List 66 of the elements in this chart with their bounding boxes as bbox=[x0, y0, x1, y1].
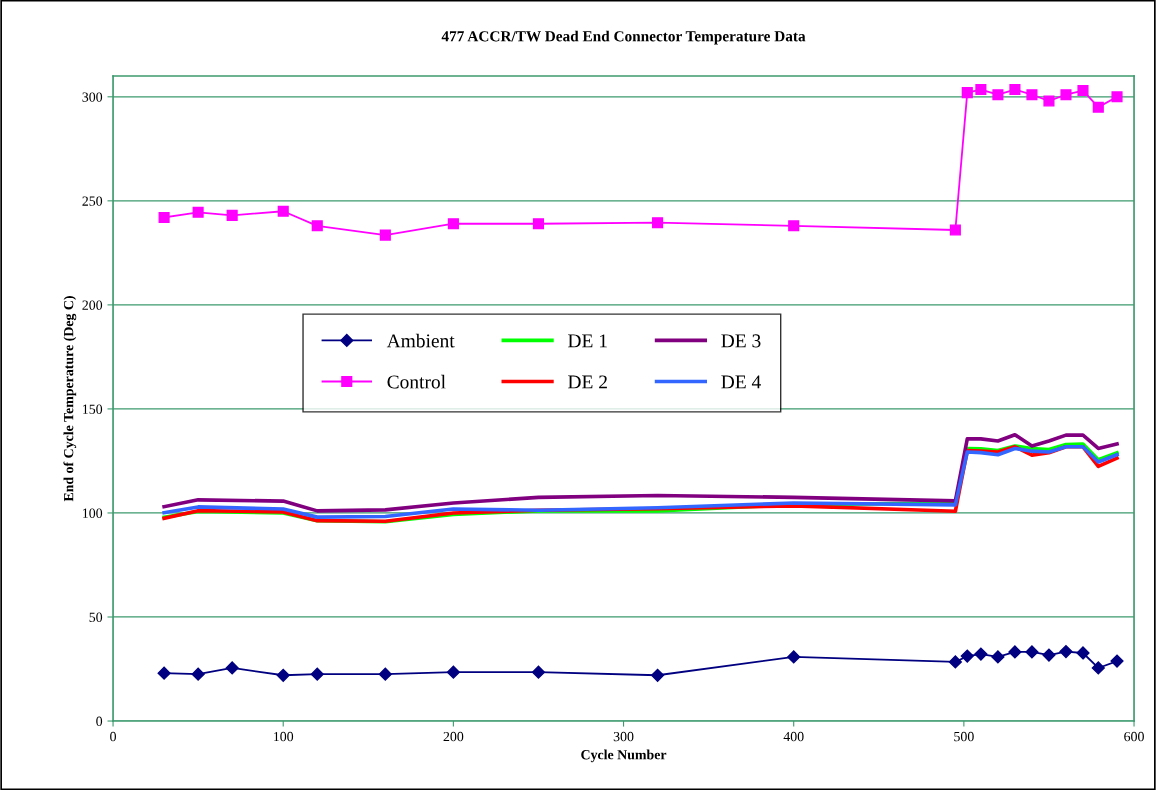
point bbox=[446, 665, 460, 679]
point bbox=[379, 229, 391, 241]
point bbox=[788, 220, 800, 232]
point bbox=[157, 666, 171, 680]
legend-label: DE 2 bbox=[568, 375, 607, 389]
y-axis-title: End of Cycle Temperature (Deg C) bbox=[63, 296, 77, 502]
x-tick-label: 300 bbox=[613, 731, 634, 742]
legend-label: DE 4 bbox=[721, 375, 761, 389]
point bbox=[447, 218, 459, 230]
point bbox=[191, 667, 205, 681]
point bbox=[1076, 646, 1090, 660]
y-tick-label: 200 bbox=[82, 300, 103, 310]
point bbox=[1091, 661, 1105, 675]
legend-label: Ambient bbox=[386, 333, 455, 348]
point bbox=[1110, 654, 1124, 668]
point bbox=[974, 647, 988, 661]
x-tick-label: 200 bbox=[443, 731, 464, 742]
point bbox=[225, 661, 239, 675]
point bbox=[378, 667, 392, 681]
y-tick-label: 300 bbox=[82, 92, 103, 102]
point bbox=[531, 665, 546, 679]
y-tick-label: 0 bbox=[96, 716, 103, 726]
point bbox=[1060, 89, 1072, 101]
point bbox=[652, 217, 664, 229]
point bbox=[1042, 648, 1056, 662]
point bbox=[948, 655, 962, 669]
point bbox=[949, 224, 961, 236]
legend-label: DE 1 bbox=[568, 334, 607, 348]
point bbox=[276, 668, 290, 682]
y-tick-label: 50 bbox=[89, 612, 103, 622]
x-tick-label: 500 bbox=[954, 731, 974, 742]
point bbox=[226, 209, 238, 221]
point bbox=[311, 220, 323, 232]
point bbox=[1009, 83, 1021, 96]
point bbox=[650, 668, 665, 682]
legend-label: DE 3 bbox=[721, 334, 761, 348]
point bbox=[1026, 89, 1038, 101]
point bbox=[961, 87, 973, 99]
x-tick-label: 100 bbox=[274, 731, 294, 742]
point bbox=[1077, 85, 1089, 97]
point bbox=[960, 649, 974, 663]
chart-title: 477 ACCR/TW Dead End Connector Temperature Data bbox=[441, 30, 806, 45]
legend-label: Control bbox=[387, 374, 446, 389]
y-tick-label: 250 bbox=[82, 196, 103, 206]
point bbox=[1059, 644, 1073, 659]
point bbox=[1092, 101, 1104, 113]
point bbox=[1008, 645, 1022, 659]
x-tick-label: 600 bbox=[1124, 731, 1144, 742]
point bbox=[1111, 91, 1123, 103]
point bbox=[975, 83, 987, 96]
y-tick-label: 150 bbox=[83, 404, 103, 414]
point bbox=[992, 89, 1004, 101]
point bbox=[158, 211, 170, 224]
point bbox=[1043, 95, 1055, 107]
point bbox=[787, 650, 801, 664]
point bbox=[277, 205, 289, 217]
point bbox=[532, 218, 545, 230]
point bbox=[310, 667, 324, 681]
point bbox=[192, 206, 204, 218]
point bbox=[991, 650, 1005, 664]
x-tick-label: 400 bbox=[783, 731, 804, 742]
x-tick-label: 0 bbox=[110, 731, 116, 742]
line-series bbox=[162, 432, 1119, 513]
point bbox=[1025, 645, 1039, 659]
y-tick-label: 100 bbox=[83, 508, 103, 518]
x-axis-title: Cycle Number bbox=[581, 749, 667, 763]
